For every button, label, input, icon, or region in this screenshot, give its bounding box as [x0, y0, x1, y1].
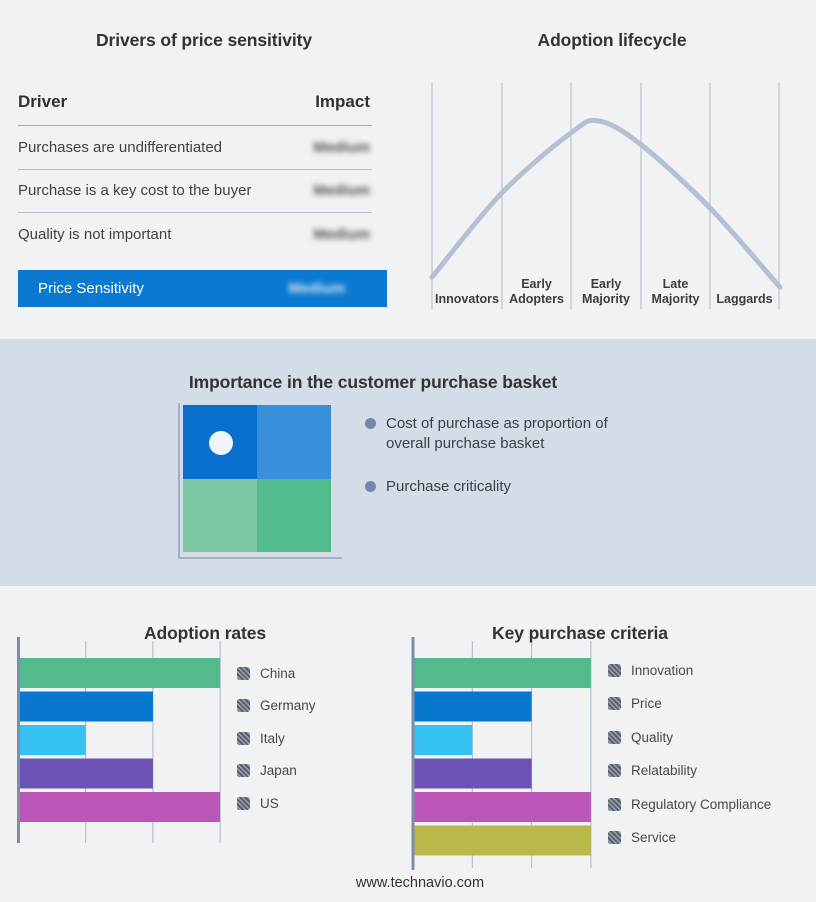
bullet-item: Cost of purchase as proportion of overal…: [365, 414, 675, 453]
legend-label: Germany: [260, 698, 316, 713]
legend-item-japan: Japan: [237, 763, 297, 779]
legend-item-germany: Germany: [237, 698, 316, 714]
legend-marker-icon: [237, 666, 250, 680]
bar-relatability: [414, 758, 532, 789]
matrix-quadrant-bottom-left: [183, 478, 257, 552]
bell-curve: [429, 117, 783, 290]
purchase-basket-matrix: [183, 405, 331, 552]
lifecycle-stage-label: Innovators: [435, 291, 499, 306]
matrix-quadrant-top-right: [257, 405, 331, 479]
legend-item-relatability: Relatability: [608, 763, 697, 779]
legend-marker-icon: [608, 663, 621, 677]
basket-title: Importance in the customer purchase bask…: [188, 371, 558, 392]
legend-label: Quality: [631, 729, 674, 745]
legend-marker-icon: [237, 699, 250, 712]
price-sensitivity-label: Price Sensitivity: [38, 280, 144, 297]
legend-item-italy: Italy: [237, 730, 285, 746]
price-sensitivity-bar: Price Sensitivity Medium: [18, 270, 387, 307]
bar-innovation: [414, 658, 591, 688]
drivers-table: Driver Impact Purchases are undifferenti…: [18, 86, 372, 256]
legend-label: China: [260, 665, 296, 681]
legend-label: Italy: [260, 730, 285, 746]
legend-label: Price: [631, 696, 662, 711]
legend-item-innovation: Innovation: [608, 662, 693, 678]
driver-row: Purchase is a key cost to the buyer Mediu…: [18, 170, 372, 213]
lifecycle-stage-label: Early Majority: [582, 277, 630, 306]
legend-label: US: [260, 795, 279, 811]
legend-item-price: Price: [608, 696, 662, 712]
legend-marker-icon: [237, 796, 250, 810]
bullet-icon: [365, 417, 376, 429]
footer-url: www.technavio.com: [355, 875, 485, 891]
legend-item-quality: Quality: [608, 729, 673, 745]
lifecycle-stage-label: Early Adopters: [509, 277, 564, 306]
bar-service: [414, 825, 591, 856]
price-sensitivity-impact: Medium: [288, 280, 345, 297]
matrix-position-dot: [209, 431, 233, 455]
driver-label: Quality is not important: [18, 225, 172, 243]
impact-value: Medium: [313, 182, 370, 200]
driver-label: Purchase is a key cost to the buyer: [18, 182, 252, 200]
bar-japan: [20, 758, 153, 789]
lifecycle-stage-label: Laggards: [716, 291, 773, 306]
matrix-x-axis: [178, 557, 342, 559]
legend-marker-icon: [608, 764, 621, 777]
drivers-table-header: Driver Impact: [18, 86, 372, 126]
legend-label: Japan: [260, 763, 297, 778]
driver-row: Purchases are undifferentiated Medium: [18, 126, 372, 170]
driver-label: Purchases are undifferentiated: [18, 138, 223, 156]
adoption-rates-chart: [17, 637, 221, 843]
impact-value: Medium: [313, 225, 370, 243]
purchase-basket-band: [0, 339, 816, 586]
bar-china: [20, 658, 221, 688]
basket-bullet-list: Cost of purchase as proportion of overal…: [365, 414, 675, 521]
legend-label: Service: [631, 830, 677, 845]
legend-label: Innovation: [631, 662, 694, 678]
matrix-y-axis: [178, 403, 180, 558]
legend-marker-icon: [608, 831, 621, 844]
legend-item-regulatory-compliance: Regulatory Compliance: [608, 796, 771, 812]
lifecycle-gridlines: [431, 83, 780, 309]
legend-item-service: Service: [608, 830, 676, 846]
matrix-quadrant-bottom-right: [257, 478, 331, 552]
key-purchase-criteria-chart: [411, 637, 592, 870]
legend-item-china: China: [237, 665, 295, 681]
legend-marker-icon: [237, 764, 250, 777]
bullet-text: Purchase criticality: [386, 478, 512, 495]
bullet-text: Cost of purchase as proportion of overal…: [386, 415, 608, 452]
driver-row: Quality is not important Medium: [18, 213, 372, 256]
legend-marker-icon: [237, 731, 250, 745]
legend-label: Relatability: [631, 763, 698, 778]
bar-quality: [414, 725, 473, 755]
impact-value: Medium: [313, 138, 370, 156]
bullet-icon: [365, 480, 376, 492]
bar-germany: [20, 691, 153, 722]
lifecycle-title: Adoption lifecycle: [537, 29, 687, 50]
legend-marker-icon: [608, 797, 621, 811]
legend-marker-icon: [608, 697, 621, 710]
bar-us: [20, 792, 221, 822]
driver-column-header: Driver: [18, 92, 68, 111]
bar-price: [414, 691, 532, 722]
lifecycle-stage-label: Late Majority: [651, 277, 700, 306]
bullet-item: Purchase criticality: [365, 477, 675, 497]
legend-label: Regulatory Compliance: [631, 796, 772, 812]
drivers-title: Drivers of price sensitivity: [95, 29, 313, 50]
bar-regulatory-compliance: [414, 792, 591, 822]
bar-italy: [20, 725, 86, 755]
legend-marker-icon: [608, 730, 621, 744]
adoption-rates-title: Adoption rates: [143, 622, 267, 643]
legend-item-us: US: [237, 795, 279, 811]
key-purchase-criteria-title: Key purchase criteria: [492, 622, 668, 643]
impact-column-header: Impact: [315, 92, 370, 111]
